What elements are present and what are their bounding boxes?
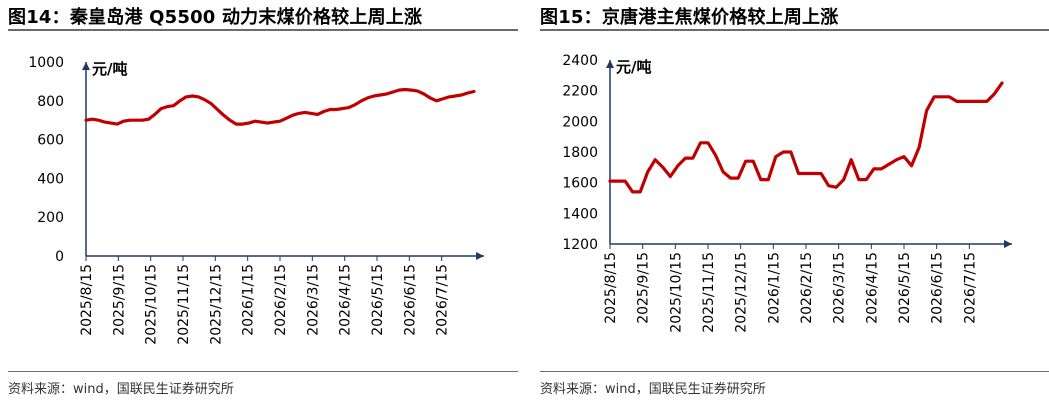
x-tick-label: 2025/11/15	[176, 264, 192, 345]
y-tick-label: 2000	[562, 114, 598, 130]
y-axis-unit-label: 元/吨	[92, 60, 127, 78]
source-divider	[8, 371, 518, 372]
source-note: 资料来源：wind，国联民生证券研究所	[8, 382, 234, 397]
line-chart-jingtang: 1200 1400 1600 1800 2000 2200 2400 元/吨 2025/8/15…	[562, 53, 1012, 333]
x-tick-label: 2026/7/15	[962, 252, 978, 324]
y-tick-label: 0	[55, 249, 64, 265]
y-axis-arrow-icon	[606, 60, 614, 68]
x-tick-label: 2025/8/15	[603, 252, 619, 324]
x-tick-label: 2026/3/15	[832, 252, 848, 324]
x-tick-label: 2026/4/15	[864, 252, 880, 324]
y-tick-label: 200	[37, 210, 64, 226]
chart-title: 图14：秦皇岛港 Q5500 动力末煤价格较上周上涨	[8, 7, 423, 28]
y-tick-label: 600	[37, 133, 64, 149]
chart-title: 图15：京唐港主焦煤价格较上周上涨	[540, 7, 839, 28]
chart-panel-jingtang: 图15：京唐港主焦煤价格较上周上涨 1200 1400 1600 1800 2000 22…	[532, 0, 1049, 401]
x-tick-label: 2025/10/15	[668, 252, 684, 333]
y-tick-label: 400	[37, 171, 64, 187]
x-tick-label: 2026/4/15	[338, 264, 354, 336]
x-tick-label: 2025/10/15	[144, 264, 160, 345]
x-tick-label: 2026/2/15	[799, 252, 815, 324]
x-tick-label: 2025/9/15	[111, 264, 127, 336]
x-tick-label: 2026/2/15	[273, 264, 289, 336]
x-tick-label: 2026/5/15	[897, 252, 913, 324]
line-chart-qinhuangdao: 0 200 400 600 800 1000 元/吨 2025/8/15 2025/9/15 20…	[28, 55, 484, 345]
title-divider	[540, 29, 1049, 31]
y-tick-label: 1800	[562, 145, 598, 161]
x-tick-label: 2026/6/15	[402, 264, 418, 336]
y-tick-label: 1000	[28, 55, 64, 71]
x-tick-label: 2025/12/15	[734, 252, 750, 333]
x-tick-label: 2026/5/15	[370, 264, 386, 336]
x-tick-label: 2025/8/15	[79, 264, 95, 336]
x-tick-label: 2025/12/15	[208, 264, 224, 345]
y-tick-label: 1200	[562, 237, 598, 253]
y-tick-label: 1600	[562, 176, 598, 192]
title-divider	[8, 29, 518, 31]
y-tick-label: 800	[37, 94, 64, 110]
x-tick-label: 2025/9/15	[636, 252, 652, 324]
x-tick-label: 2026/6/15	[930, 252, 946, 324]
x-tick-label: 2026/1/15	[241, 264, 257, 336]
x-axis-arrow-icon	[476, 252, 484, 260]
chart-panel-qinhuangdao: 图14：秦皇岛港 Q5500 动力末煤价格较上周上涨 0 200 400 600 800…	[0, 0, 518, 401]
x-tick-label: 2026/7/15	[435, 264, 451, 336]
x-tick-label: 2025/11/15	[701, 252, 717, 333]
price-series-line	[84, 87, 476, 126]
y-tick-label: 1400	[562, 206, 598, 222]
x-tick-label: 2026/3/15	[305, 264, 321, 336]
price-series-line	[608, 81, 1004, 194]
x-tick-label: 2026/1/15	[766, 252, 782, 324]
source-divider	[540, 371, 1049, 372]
y-axis-unit-label: 元/吨	[616, 58, 651, 76]
source-note: 资料来源：wind，国联民生证券研究所	[540, 382, 766, 397]
y-axis-arrow-icon	[82, 62, 90, 70]
y-tick-label: 2400	[562, 53, 598, 69]
x-axis-arrow-icon	[1004, 240, 1012, 248]
y-tick-label: 2200	[562, 84, 598, 100]
